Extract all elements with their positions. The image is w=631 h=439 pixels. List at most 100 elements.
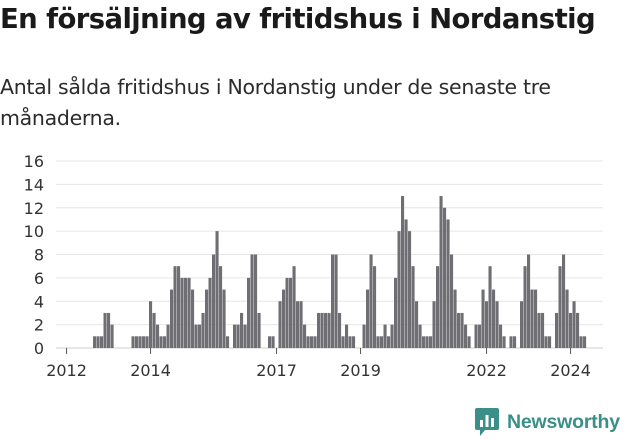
bar <box>583 336 587 348</box>
bar <box>523 266 527 348</box>
bar <box>163 336 167 348</box>
bar <box>537 312 541 348</box>
bar <box>425 336 429 348</box>
bar <box>362 324 366 348</box>
bar <box>201 312 205 348</box>
bar <box>390 324 394 348</box>
bar <box>93 336 97 348</box>
bar <box>205 289 209 348</box>
bar <box>460 312 464 348</box>
y-tick-label: 8 <box>34 246 44 265</box>
bar <box>558 266 562 348</box>
bar <box>278 301 282 348</box>
bar <box>488 266 492 348</box>
bar <box>226 336 230 348</box>
bars <box>93 196 587 348</box>
gridlines <box>56 160 603 349</box>
bar <box>324 312 328 348</box>
bar <box>541 312 545 348</box>
bar <box>149 301 153 348</box>
bar <box>408 231 412 348</box>
bar <box>457 312 461 348</box>
x-tick-label: 2019 <box>340 361 381 380</box>
bar <box>170 289 174 348</box>
bar <box>495 301 499 348</box>
chart-subtitle: Antal sålda fritidshus i Nordanstig unde… <box>0 75 551 130</box>
bar <box>579 336 583 348</box>
bar <box>317 312 321 348</box>
bar <box>397 231 401 348</box>
bar <box>534 289 538 348</box>
bar <box>299 301 303 348</box>
bar <box>467 336 471 348</box>
bar <box>352 336 356 348</box>
y-tick-label: 16 <box>24 152 44 171</box>
x-tick-label: 2017 <box>256 361 297 380</box>
bar <box>432 301 436 348</box>
bar <box>142 336 146 348</box>
bar <box>173 266 177 348</box>
bar <box>100 336 104 348</box>
bar <box>268 336 272 348</box>
highlight-data-label: 1 <box>593 148 603 152</box>
bar <box>327 312 331 348</box>
bar <box>103 312 107 348</box>
bar <box>453 289 457 348</box>
bar <box>296 301 300 348</box>
bar <box>243 324 247 348</box>
bar <box>548 336 552 348</box>
bar <box>135 336 139 348</box>
bar <box>289 277 293 348</box>
bar <box>520 301 524 348</box>
y-axis-ticks: 0 2 4 6 8 10 12 14 16 <box>24 152 44 358</box>
bar <box>499 324 503 348</box>
bar <box>166 324 170 348</box>
bar <box>285 277 289 348</box>
bar <box>306 336 310 348</box>
y-tick-label: 4 <box>34 292 44 311</box>
newsworthy-logo[interactable]: Newsworthy <box>474 406 620 438</box>
bar <box>187 277 191 348</box>
bar <box>348 336 352 348</box>
bar <box>478 324 482 348</box>
bar <box>250 254 254 348</box>
bar <box>331 254 335 348</box>
bar <box>530 289 534 348</box>
bar <box>271 336 275 348</box>
bar <box>198 324 202 348</box>
bar <box>502 336 506 348</box>
bar <box>513 336 517 348</box>
bar <box>219 266 223 348</box>
bar <box>96 336 100 348</box>
bar <box>404 219 408 348</box>
bar <box>485 301 489 348</box>
bar <box>387 336 391 348</box>
logo-text: Newsworthy <box>507 410 620 433</box>
bar <box>247 277 251 348</box>
bar <box>212 254 216 348</box>
bar <box>240 312 244 348</box>
bar <box>131 336 135 348</box>
bar <box>562 254 566 348</box>
x-tick-label: 2012 <box>46 361 87 380</box>
bar <box>320 312 324 348</box>
bar <box>341 336 345 348</box>
bar <box>569 312 573 348</box>
bar <box>303 324 307 348</box>
bar <box>236 324 240 348</box>
x-axis-ticks: 2012 2014 2017 2019 2022 2024 <box>46 348 591 380</box>
bar <box>422 336 426 348</box>
bar <box>439 196 443 348</box>
y-tick-label: 12 <box>24 199 44 218</box>
bar <box>292 266 296 348</box>
bar <box>180 277 184 348</box>
bar <box>191 289 195 348</box>
x-tick-label: 2014 <box>130 361 171 380</box>
bar <box>110 324 114 348</box>
bar <box>310 336 314 348</box>
bar <box>509 336 513 348</box>
bar <box>492 289 496 348</box>
newsworthy-chart-icon <box>475 408 499 436</box>
bar <box>345 324 349 348</box>
bar <box>152 312 156 348</box>
